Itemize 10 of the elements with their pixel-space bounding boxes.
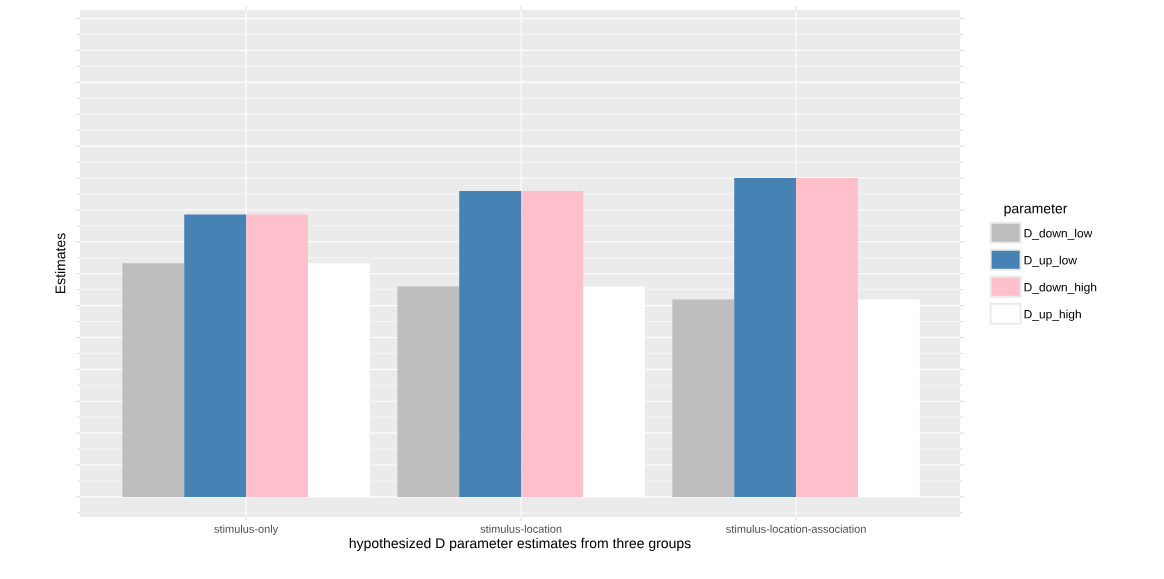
legend-title: parameter xyxy=(1004,204,1068,217)
x-tick-label: stimulus-location xyxy=(480,524,562,533)
x-tick-label: stimulus-location-association xyxy=(726,524,866,533)
legend-label: D_down_low xyxy=(1024,228,1093,240)
legend-label: D_down_high xyxy=(1024,282,1097,294)
x-axis-title: hypothesized D parameter estimates from three groups xyxy=(349,537,691,551)
legend-label: D_up_low xyxy=(1024,255,1077,267)
y-axis-title: Estimates xyxy=(55,233,66,294)
x-tick-label: stimulus-only xyxy=(214,524,279,536)
legend-label: D_up_high xyxy=(1024,309,1081,321)
